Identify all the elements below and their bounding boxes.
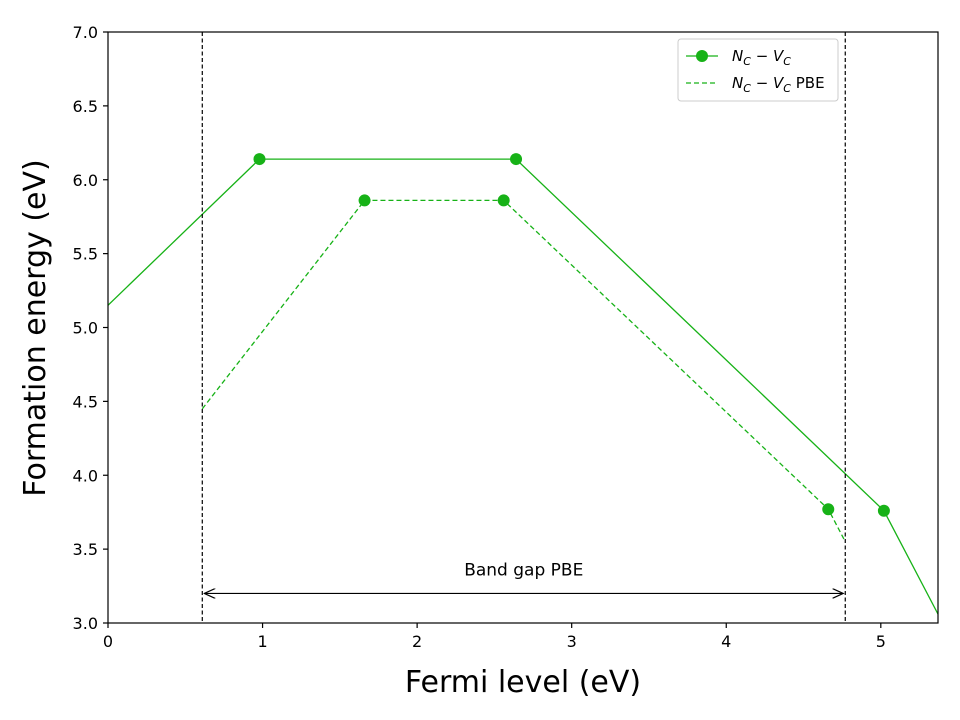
plot-frame xyxy=(107,31,939,624)
y-axis-label: Formation energy (eV) xyxy=(18,159,53,496)
y-tick-label: 3.5 xyxy=(73,540,98,559)
series-line-2 xyxy=(201,199,846,543)
x-tick-label: 5 xyxy=(876,632,886,651)
series-2-point xyxy=(497,194,510,207)
x-axis: 0 1 2 3 4 5 xyxy=(103,623,886,651)
y-tick-label: 6.5 xyxy=(73,97,98,116)
band-gap-label: Band gap PBE xyxy=(464,561,583,581)
y-tick-label: 5.0 xyxy=(73,319,98,338)
x-tick-label: 1 xyxy=(257,632,267,651)
y-tick-label: 6.0 xyxy=(73,171,98,190)
legend-box xyxy=(677,38,839,102)
series-2-point xyxy=(822,503,835,516)
y-axis: 3.0 3.5 4.0 4.5 5.0 5.5 6.0 6.5 7.0 xyxy=(73,23,108,633)
legend-marker xyxy=(696,50,708,62)
x-tick-label: 4 xyxy=(721,632,731,651)
vline-layer xyxy=(201,32,846,623)
annotation-layer: Band gap PBE xyxy=(204,561,843,594)
legend: NC − VC NC − VC PBE xyxy=(677,38,839,102)
x-tick-label: 0 xyxy=(103,632,113,651)
x-tick-label: 2 xyxy=(412,632,422,651)
y-tick-label: 3.0 xyxy=(73,614,98,633)
series-1-point xyxy=(510,153,523,166)
x-axis-label: Fermi level (eV) xyxy=(405,665,641,700)
y-tick-label: 5.5 xyxy=(73,245,98,264)
plot-area: Band gap PBE xyxy=(108,32,938,623)
y-tick-label: 4.5 xyxy=(73,392,98,411)
marker-layer xyxy=(253,153,890,517)
series-2-point xyxy=(358,194,371,207)
series-1-point xyxy=(253,153,266,166)
series-layer xyxy=(108,158,938,615)
y-tick-label: 7.0 xyxy=(73,23,98,42)
y-tick-label: 4.0 xyxy=(73,466,98,485)
x-tick-label: 3 xyxy=(567,632,577,651)
legend-label-2: NC − VC PBE xyxy=(732,74,825,95)
series-1-point xyxy=(877,504,890,517)
series-line-1 xyxy=(108,158,938,615)
legend-entries: NC − VC NC − VC PBE xyxy=(686,47,825,95)
legend-label-1: NC − VC xyxy=(732,47,791,68)
